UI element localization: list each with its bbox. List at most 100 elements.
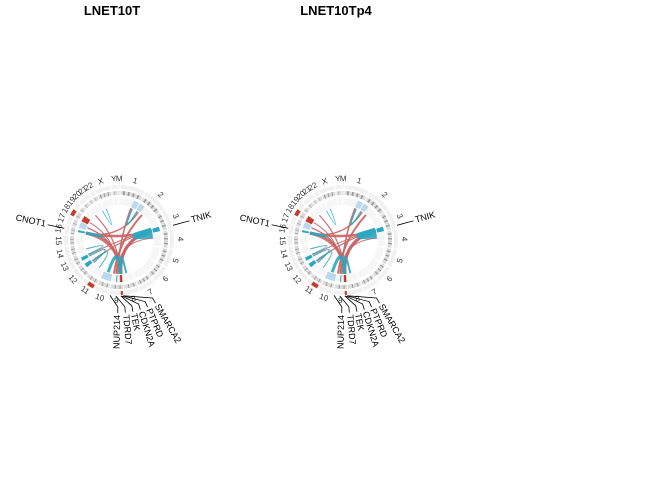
sv-link: [119, 255, 128, 274]
ideogram-chr-19: [303, 206, 310, 214]
gene-leader-line: [339, 295, 350, 313]
chromosome-label: 5: [395, 257, 405, 265]
ideogram-band: [355, 193, 359, 198]
ideogram-chr-18: [75, 211, 83, 220]
ideogram-band: [99, 194, 103, 199]
outer-track-chr-4: [169, 229, 174, 249]
ideogram-band: [127, 191, 130, 197]
outer-track-chr-10: [319, 285, 334, 294]
ideogram-chr-14: [294, 245, 301, 256]
outer-track-chr-20: [79, 197, 87, 205]
ideogram-band: [89, 276, 93, 280]
cn-track-bg: [149, 246, 161, 261]
cn-segment: [119, 274, 123, 282]
ideogram-band: [163, 237, 168, 240]
ideogram-chr-22: [92, 196, 99, 202]
ideogram-band: [325, 281, 328, 287]
sv-link: [115, 237, 153, 274]
chromosome-label: 15: [278, 236, 287, 246]
sv-link: [101, 208, 112, 226]
chromosome-label: 4: [400, 237, 409, 242]
chromosome-label: 9: [114, 296, 119, 305]
gene-leader-line: [396, 220, 414, 226]
ideogram-chr-Y: [112, 191, 118, 196]
ideogram-band: [146, 201, 151, 206]
sv-link: [310, 245, 328, 255]
outer-track-chr-8: [348, 287, 364, 295]
outer-track-chr-X: [95, 185, 111, 195]
ideogram-band: [360, 194, 364, 200]
cn-track-bg: [365, 257, 380, 272]
ideogram-band: [89, 200, 93, 204]
outer-gain-block: [70, 209, 77, 217]
gene-leader-line: [120, 295, 134, 312]
circos-panel: LNET10Tp41234567891011121314151617181920…: [239, 3, 436, 349]
outer-track-chr-20: [303, 197, 311, 205]
cn-segment: [340, 274, 342, 282]
chromosome-label: 17: [280, 212, 292, 224]
ideogram-band: [369, 275, 373, 280]
chromosome-label: M: [116, 174, 123, 183]
ideogram-band: [383, 258, 388, 262]
gene-leader-line: [115, 295, 126, 313]
gene-label: TNIK: [414, 210, 436, 225]
outer-track-chr-16: [288, 225, 294, 235]
ideogram-band: [114, 191, 115, 196]
ideogram-chr-12: [78, 264, 89, 277]
outer-track-chr-19: [298, 202, 306, 210]
ideogram-chr-19: [79, 206, 86, 214]
ideogram-chr-16: [294, 226, 300, 236]
ideogram-chr-14: [70, 245, 77, 256]
ideogram-band: [143, 198, 147, 203]
cn-track-bg: [132, 266, 146, 279]
ideogram-band: [83, 271, 88, 275]
ideogram-band: [331, 192, 334, 197]
ideogram-band: [362, 279, 366, 284]
gene-leader-line: [347, 295, 380, 304]
sv-link: [325, 208, 336, 226]
ideogram-chr-11: [86, 273, 99, 284]
sv-link: [336, 214, 367, 274]
chromosome-label: 14: [55, 248, 66, 259]
ideogram-band: [294, 238, 299, 240]
ideogram-band: [101, 281, 104, 287]
sv-link: [339, 237, 377, 274]
cn-segment: [305, 215, 315, 225]
outer-track-chr-19: [74, 202, 82, 210]
ideogram-band: [127, 283, 130, 289]
ideogram-band: [157, 215, 163, 219]
cn-track-bg: [85, 211, 94, 220]
ideogram-band: [330, 283, 333, 288]
outer-track-chr-15: [63, 235, 69, 246]
sv-link: [88, 248, 106, 264]
ideogram-band: [351, 191, 354, 197]
chromosome-label: 5: [171, 257, 181, 265]
ideogram-band: [338, 191, 339, 196]
ideogram-band: [70, 242, 75, 244]
ideogram-band: [70, 238, 75, 240]
ideogram-band: [160, 219, 165, 223]
gene-leader-line: [271, 224, 289, 229]
ideogram-band: [387, 242, 392, 245]
ideogram-band: [295, 252, 300, 254]
gene-label: CNOT1: [239, 212, 271, 228]
cn-track-bg: [312, 207, 321, 216]
ideogram-chr-M: [342, 191, 344, 196]
ideogram-band: [387, 237, 392, 240]
ideogram-band: [138, 279, 142, 284]
ideogram-band: [70, 232, 75, 234]
outer-track-chr-22: [313, 190, 320, 197]
cn-segment: [152, 226, 161, 233]
sv-link: [126, 208, 138, 226]
ideogram-band: [94, 197, 97, 202]
outer-track-chr-Y: [335, 185, 342, 190]
ideogram-band: [317, 278, 321, 283]
gene-leader-line: [344, 295, 358, 312]
cn-segment: [81, 215, 91, 225]
chromosome-label: 2: [156, 190, 166, 200]
cn-track-bg: [83, 259, 96, 271]
cn-track-bg: [342, 198, 344, 206]
outer-gain-block: [344, 290, 348, 295]
sv-link: [86, 245, 104, 255]
